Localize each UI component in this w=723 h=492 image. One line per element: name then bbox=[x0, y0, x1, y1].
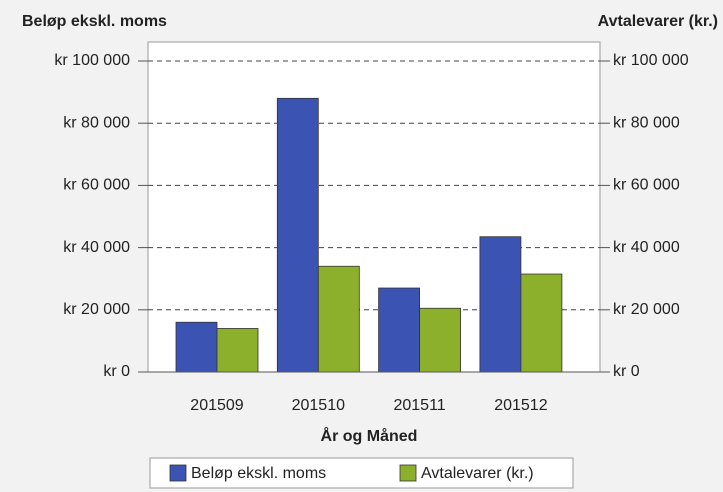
y-tick-label: kr 20 000 bbox=[63, 301, 130, 318]
bar bbox=[317, 265, 360, 373]
y-tick-label: kr 80 000 bbox=[63, 114, 130, 131]
y2-axis-title: Avtalevarer (kr.) bbox=[598, 13, 718, 30]
y-axis-title: Beløp ekskl. moms bbox=[22, 13, 167, 30]
bar bbox=[216, 328, 259, 373]
y2-tick-label: kr 20 000 bbox=[613, 301, 680, 318]
x-tick-label: 201510 bbox=[292, 397, 345, 414]
bar bbox=[175, 321, 218, 373]
legend-swatch bbox=[399, 464, 417, 482]
y2-tick-label: kr 80 000 bbox=[613, 114, 680, 131]
y2-tick-label: kr 60 000 bbox=[613, 177, 680, 194]
legend-label: Avtalevarer (kr.) bbox=[421, 465, 534, 482]
legend bbox=[149, 457, 574, 489]
y-tick-label: kr 40 000 bbox=[63, 239, 130, 256]
x-tick-label: 201509 bbox=[190, 397, 243, 414]
bar bbox=[276, 97, 319, 373]
x-tick-label: 201512 bbox=[494, 397, 547, 414]
y2-tick-label: kr 100 000 bbox=[613, 52, 689, 69]
y-tick-label: kr 0 bbox=[103, 363, 130, 380]
x-axis-title: År og Måned bbox=[321, 426, 418, 445]
x-tick-label: 201511 bbox=[393, 397, 445, 414]
y-tick-label: kr 60 000 bbox=[63, 177, 130, 194]
y-tick-label: kr 100 000 bbox=[54, 52, 130, 69]
y2-tick-label: kr 0 bbox=[613, 363, 640, 380]
bar bbox=[520, 273, 563, 373]
bar bbox=[378, 287, 421, 373]
legend-label: Beløp ekskl. moms bbox=[191, 465, 326, 482]
bar bbox=[419, 307, 462, 373]
bar bbox=[479, 236, 522, 373]
y2-tick-label: kr 40 000 bbox=[613, 239, 680, 256]
legend-swatch bbox=[169, 464, 187, 482]
